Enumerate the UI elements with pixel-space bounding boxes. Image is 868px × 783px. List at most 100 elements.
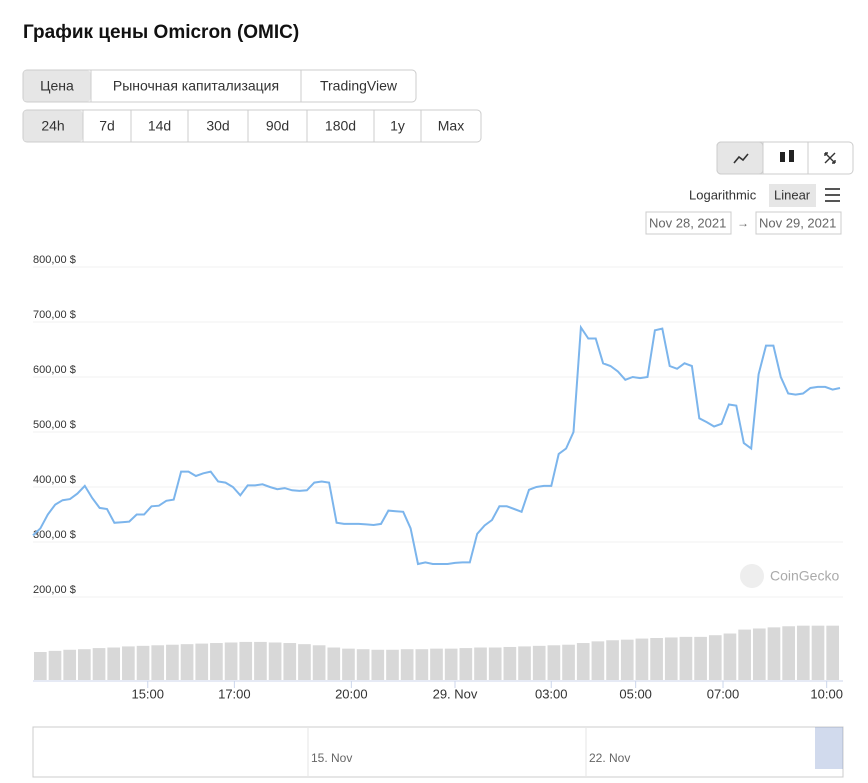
volume-bar <box>356 649 370 680</box>
date-to: Nov 29, 2021 <box>759 215 836 230</box>
volume-bar <box>210 643 223 680</box>
candle-chart-button[interactable] <box>764 142 808 174</box>
volume-bar <box>606 640 619 680</box>
button[interactable]: Рыночная капитализация <box>113 78 279 94</box>
volume-bar <box>34 652 47 680</box>
volume-bar <box>312 645 326 680</box>
volume-bar <box>679 636 693 680</box>
volume-bar <box>782 626 795 680</box>
x-tick-label: 17:00 <box>218 686 251 701</box>
volume-bar <box>283 643 297 680</box>
volume-bar <box>591 641 605 680</box>
volume-bar <box>298 644 311 680</box>
volume-bar <box>664 637 678 680</box>
y-tick-label: 800,00 $ <box>33 254 76 266</box>
button[interactable]: 1y <box>390 118 405 134</box>
volume-bar <box>224 642 238 680</box>
volume-bar <box>488 647 502 680</box>
fullscreen-icon <box>824 152 836 164</box>
watermark-logo <box>740 564 764 588</box>
menu-icon[interactable] <box>825 188 840 202</box>
button-active-bg <box>23 110 83 142</box>
volume-bar <box>826 625 839 680</box>
date-from-box[interactable] <box>645 211 732 235</box>
button[interactable]: TradingView <box>320 78 398 94</box>
x-tick-label: 20:00 <box>335 686 368 701</box>
log-scale-button[interactable]: Logarithmic <box>689 187 757 202</box>
price-line <box>32 324 841 566</box>
button-active-bg <box>23 70 91 102</box>
button-group <box>22 109 482 143</box>
y-tick-label: 500,00 $ <box>33 419 76 431</box>
volume-bar <box>723 633 737 680</box>
x-tick-label: 15:00 <box>131 686 164 701</box>
volume-bar <box>415 649 429 680</box>
navigator-selection[interactable] <box>815 727 843 769</box>
page-title: График цены Omicron (OMIC) <box>23 22 299 43</box>
volume-bar <box>254 641 267 680</box>
volume-bar <box>342 648 355 680</box>
x-tick-label: 10:00 <box>810 686 843 701</box>
date-separator: → <box>737 216 749 230</box>
x-tick-label: 03:00 <box>535 686 568 701</box>
volume-bar <box>63 649 77 680</box>
x-tick-label: 05:00 <box>619 686 652 701</box>
candle-icon <box>789 150 794 162</box>
volume-bar <box>327 647 341 680</box>
volume-bar <box>92 648 106 680</box>
button[interactable]: 24h <box>41 118 64 134</box>
line-icon <box>733 153 749 164</box>
volume-bar <box>78 649 91 680</box>
y-tick-label: 300,00 $ <box>33 529 76 541</box>
volume-bar <box>474 647 487 680</box>
volume-bar <box>430 648 443 680</box>
volume-bar <box>576 643 590 680</box>
volume-bar <box>151 645 165 680</box>
button[interactable]: Max <box>438 118 464 134</box>
y-tick-label: 600,00 $ <box>33 364 76 376</box>
volume-bar <box>620 639 634 680</box>
volume-bar <box>48 650 62 680</box>
volume-bar <box>796 625 810 680</box>
linear-scale-bg <box>769 184 816 207</box>
x-tick-label: 07:00 <box>707 686 740 701</box>
volume-bar <box>268 642 282 680</box>
volume-bar <box>386 649 399 680</box>
volume-bar <box>708 635 722 680</box>
volume-bar <box>650 638 663 680</box>
volume-bar <box>532 645 546 680</box>
button[interactable]: 14d <box>148 118 171 134</box>
volume-bar <box>811 625 825 680</box>
linear-scale-button[interactable]: Linear <box>774 187 811 202</box>
chart-type-buttons <box>716 141 854 175</box>
button[interactable]: 90d <box>266 118 289 134</box>
date-to-box[interactable] <box>755 211 842 235</box>
button[interactable]: Цена <box>40 78 74 94</box>
volume-bar <box>562 644 575 680</box>
volume-bar <box>738 629 751 680</box>
volume-bar <box>107 647 121 680</box>
button[interactable]: 7d <box>99 118 115 134</box>
volume-bar <box>752 628 766 680</box>
navigator-label: 15. Nov <box>311 751 352 765</box>
navigator <box>32 726 844 778</box>
volume-bar <box>371 649 385 680</box>
candle-icon <box>780 152 785 162</box>
volume-bar <box>767 627 781 680</box>
volume-bar <box>180 644 194 680</box>
y-tick-label: 200,00 $ <box>33 584 76 596</box>
volume-bar <box>547 645 561 680</box>
x-tick-label: 29. Nov <box>433 686 478 701</box>
navigator-label: 22. Nov <box>589 751 630 765</box>
watermark: CoinGecko <box>770 568 839 584</box>
volume-bar <box>503 646 517 680</box>
button[interactable]: 180d <box>325 118 356 134</box>
volume-bar <box>635 638 649 680</box>
volume-bar <box>459 648 473 680</box>
volume-bar <box>694 636 707 680</box>
volume-bar <box>239 641 253 680</box>
button[interactable]: 30d <box>206 118 229 134</box>
volume-bar <box>166 644 179 680</box>
fullscreen-button[interactable] <box>809 142 853 174</box>
